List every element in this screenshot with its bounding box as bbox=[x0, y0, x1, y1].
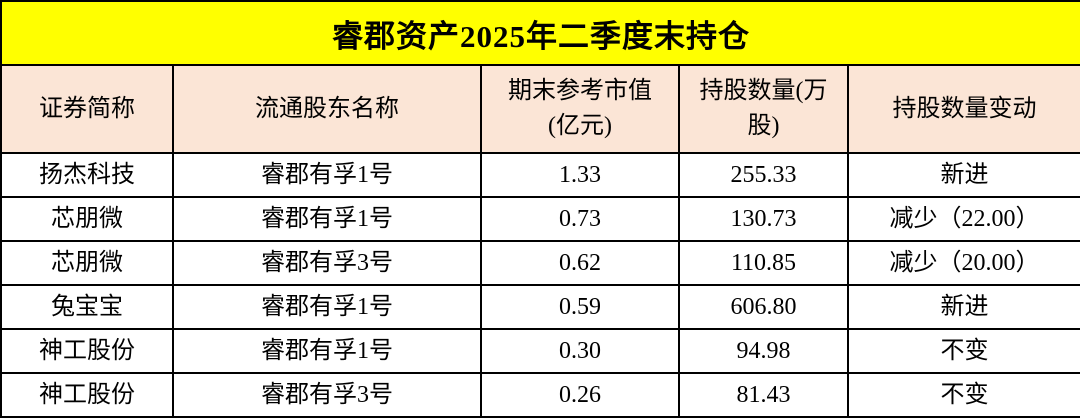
cell-holdings-change: 新进 bbox=[846, 152, 1080, 198]
column-header-market-value: 期末参考市值 (亿元) bbox=[480, 64, 680, 154]
column-header-shares-held: 持股数量(万 股) bbox=[678, 64, 849, 154]
table-title: 睿郡资产2025年二季度末持仓 bbox=[0, 0, 1080, 66]
cell-shares-held: 110.85 bbox=[678, 240, 849, 286]
cell-shareholder-name: 睿郡有孚1号 bbox=[172, 284, 482, 330]
cell-market-value: 0.73 bbox=[480, 196, 680, 242]
cell-holdings-change: 不变 bbox=[846, 328, 1080, 374]
cell-market-value: 0.26 bbox=[480, 372, 680, 418]
column-header-holdings-change: 持股数量变动 bbox=[846, 64, 1080, 154]
table-row: 神工股份 睿郡有孚3号 0.26 81.43 不变 bbox=[0, 372, 1080, 418]
cell-market-value: 0.59 bbox=[480, 284, 680, 330]
cell-security-name: 扬杰科技 bbox=[0, 152, 174, 198]
cell-holdings-change: 减少（20.00） bbox=[846, 240, 1080, 286]
cell-security-name: 芯朋微 bbox=[0, 196, 174, 242]
cell-security-name: 神工股份 bbox=[0, 328, 174, 374]
table-row: 芯朋微 睿郡有孚3号 0.62 110.85 减少（20.00） bbox=[0, 240, 1080, 286]
cell-shares-held: 255.33 bbox=[678, 152, 849, 198]
cell-holdings-change: 减少（22.00） bbox=[846, 196, 1080, 242]
table-row: 芯朋微 睿郡有孚1号 0.73 130.73 减少（22.00） bbox=[0, 196, 1080, 242]
cell-shares-held: 606.80 bbox=[678, 284, 849, 330]
column-header-security-name: 证券简称 bbox=[0, 64, 174, 154]
cell-shares-held: 81.43 bbox=[678, 372, 849, 418]
cell-holdings-change: 不变 bbox=[846, 372, 1080, 418]
cell-market-value: 1.33 bbox=[480, 152, 680, 198]
cell-security-name: 神工股份 bbox=[0, 372, 174, 418]
table-row: 扬杰科技 睿郡有孚1号 1.33 255.33 新进 bbox=[0, 152, 1080, 198]
cell-market-value: 0.62 bbox=[480, 240, 680, 286]
cell-shares-held: 130.73 bbox=[678, 196, 849, 242]
cell-shareholder-name: 睿郡有孚3号 bbox=[172, 240, 482, 286]
cell-shareholder-name: 睿郡有孚1号 bbox=[172, 328, 482, 374]
table-row: 兔宝宝 睿郡有孚1号 0.59 606.80 新进 bbox=[0, 284, 1080, 330]
title-row: 睿郡资产2025年二季度末持仓 bbox=[0, 0, 1080, 66]
cell-shareholder-name: 睿郡有孚1号 bbox=[172, 152, 482, 198]
cell-security-name: 芯朋微 bbox=[0, 240, 174, 286]
cell-shares-held: 94.98 bbox=[678, 328, 849, 374]
cell-market-value: 0.30 bbox=[480, 328, 680, 374]
header-row: 证券简称 流通股东名称 期末参考市值 (亿元) 持股数量(万 股) 持股数量变动 bbox=[0, 64, 1080, 154]
cell-shareholder-name: 睿郡有孚1号 bbox=[172, 196, 482, 242]
cell-shareholder-name: 睿郡有孚3号 bbox=[172, 372, 482, 418]
cell-security-name: 兔宝宝 bbox=[0, 284, 174, 330]
cell-holdings-change: 新进 bbox=[846, 284, 1080, 330]
column-header-shareholder-name: 流通股东名称 bbox=[172, 64, 482, 154]
table-row: 神工股份 睿郡有孚1号 0.30 94.98 不变 bbox=[0, 328, 1080, 374]
